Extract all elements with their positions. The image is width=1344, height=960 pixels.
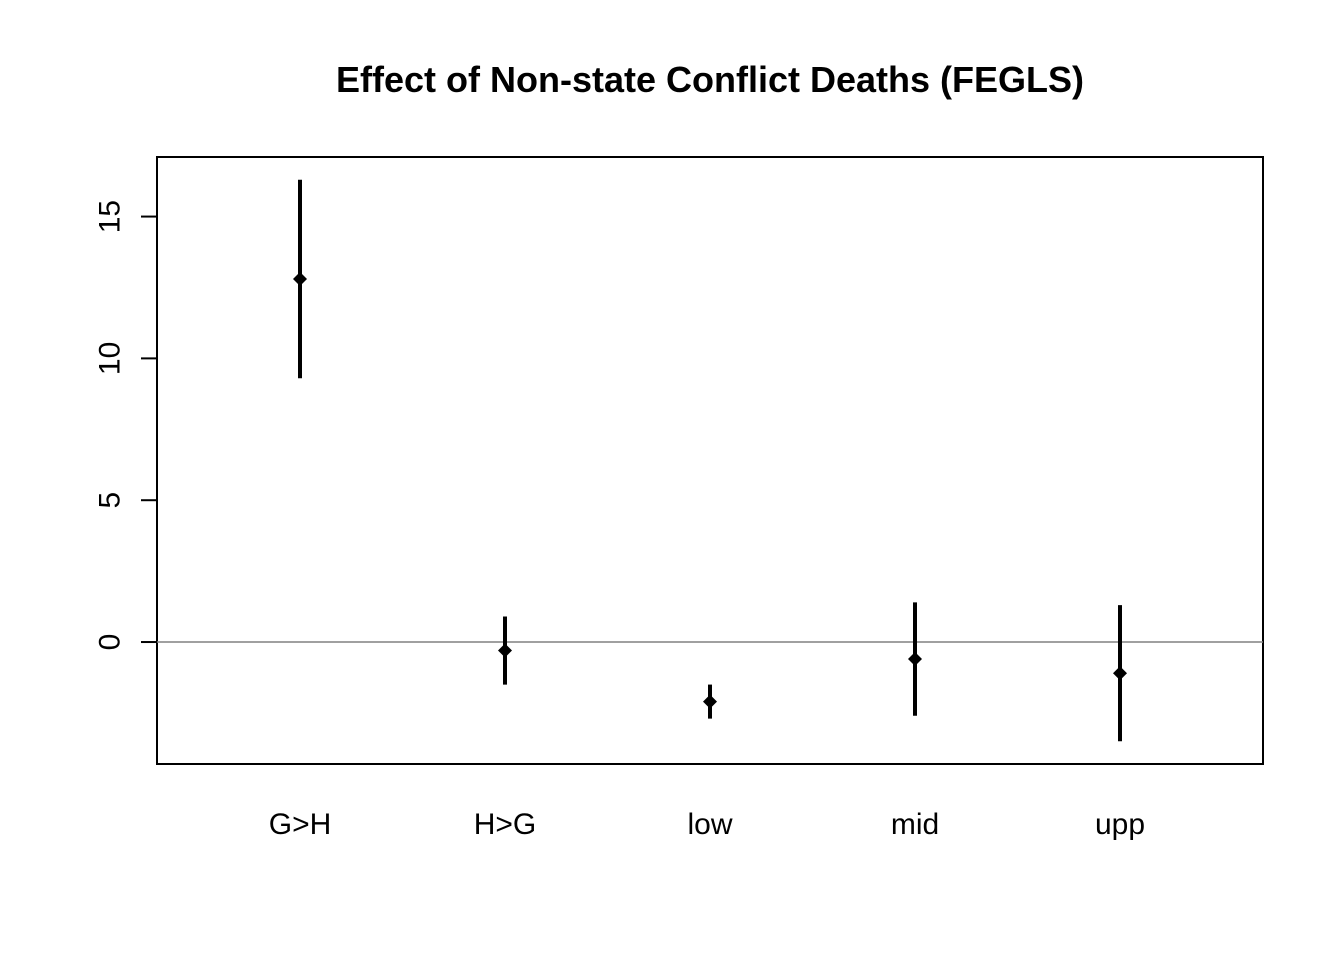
point-estimate xyxy=(908,652,922,667)
y-tick-label: 5 xyxy=(94,492,127,509)
y-tick-label: 15 xyxy=(94,200,127,233)
y-tick-label: 10 xyxy=(94,342,127,375)
x-tick-label: mid xyxy=(891,808,939,841)
y-tick-label: 0 xyxy=(94,634,127,651)
point-estimate xyxy=(498,643,512,658)
point-estimate xyxy=(703,694,717,709)
y-axis: 0 5 10 15 xyxy=(94,200,157,651)
plot-marks xyxy=(157,179,1263,742)
x-tick-label: G>H xyxy=(269,808,332,841)
x-tick-label: low xyxy=(687,808,732,841)
x-tick-label: upp xyxy=(1095,808,1145,841)
point-estimate xyxy=(293,271,307,286)
plot-frame xyxy=(156,156,1264,765)
x-tick-label: H>G xyxy=(474,808,537,841)
point-estimate xyxy=(1113,666,1127,681)
chart-title: Effect of Non-state Conflict Deaths (FEG… xyxy=(336,59,1084,100)
x-axis: G>H H>G low mid upp xyxy=(269,808,1145,841)
